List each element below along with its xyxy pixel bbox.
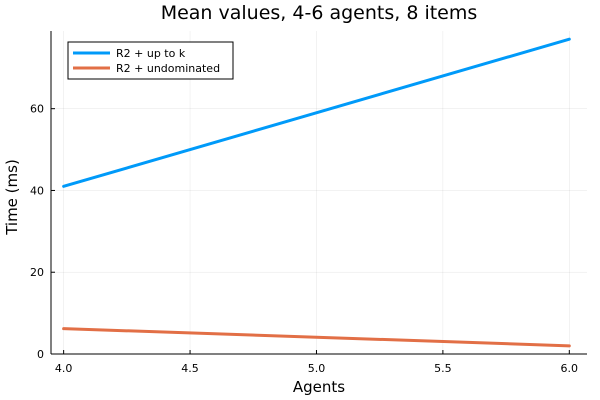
legend-label: R2 + up to k [116,47,186,60]
y-axis-label: Time (ms) [3,159,21,236]
x-tick-label: 4.0 [55,362,73,375]
series-line-2 [62,327,571,348]
y-tick-label: 20 [30,266,44,279]
y-tick-label: 0 [37,348,44,361]
y-tick-label: 40 [30,184,44,197]
y-tick-label: 60 [30,103,44,116]
x-tick-label: 5.5 [434,362,452,375]
legend-label: R2 + undominated [116,62,220,75]
tick-labels: 4.0 4.5 5.0 5.5 6.0 0 20 40 60 [30,103,578,375]
legend: R2 + up to k R2 + undominated [67,41,234,80]
series-line-1 [62,37,571,188]
legend-box [67,41,234,80]
chart-title: Mean values, 4-6 agents, 8 items [161,2,478,24]
axes [50,31,587,355]
x-tick-label: 4.5 [181,362,199,375]
x-tick-label: 6.0 [561,362,579,375]
x-axis-label: Agents [293,378,345,396]
series-lines [62,37,571,348]
x-tick-label: 5.0 [308,362,326,375]
